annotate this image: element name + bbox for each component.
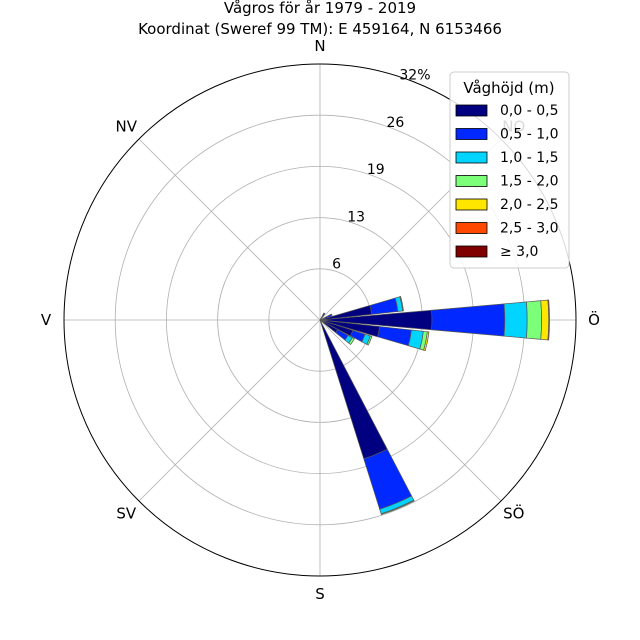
legend-swatch-0 bbox=[455, 104, 488, 117]
legend-swatch-1 bbox=[455, 128, 488, 140]
legend-label-0: 0,0 - 0,5 bbox=[500, 103, 558, 119]
direction-label-N: N bbox=[314, 37, 325, 55]
legend-swatch-3 bbox=[455, 175, 488, 187]
bar-sector-7-bin-1 bbox=[322, 312, 326, 317]
grid-spoke-5 bbox=[138, 319, 321, 502]
legend-swatch-2 bbox=[455, 151, 488, 164]
radial-tick-4: 32% bbox=[399, 67, 430, 83]
radial-tick-0: 6 bbox=[332, 257, 341, 273]
direction-label-S: S bbox=[315, 585, 325, 603]
direction-label-NV: NV bbox=[116, 117, 138, 135]
outer-circle bbox=[63, 63, 577, 577]
bar-sector-2-bin-1 bbox=[431, 303, 506, 337]
radial-tick-2: 19 bbox=[367, 162, 385, 178]
chart-title: Vågros för år 1979 - 2019 bbox=[224, 0, 416, 17]
grid-spoke-3 bbox=[319, 319, 502, 502]
direction-label-V: V bbox=[41, 311, 52, 329]
radial-tick-labels: 6 13 19 26 32% bbox=[332, 67, 430, 272]
legend-swatch-4 bbox=[455, 198, 488, 211]
bar-sector-1-bin-3 bbox=[399, 296, 404, 312]
legend-box bbox=[449, 71, 570, 269]
legend-title: Våghöjd (m) bbox=[463, 79, 554, 97]
legend-swatch-5 bbox=[455, 222, 488, 234]
bar-sector-2-bin-4 bbox=[540, 299, 550, 341]
chart-subtitle: Koordinat (Sweref 99 TM): E 459164, N 61… bbox=[138, 20, 502, 38]
legend: Våghöjd (m) 0,0 - 0,5 0,5 - 1,0 1,0 - 1,5 1… bbox=[449, 71, 570, 269]
bar-sector-2-bin-3 bbox=[526, 300, 542, 340]
legend-label-2: 1,0 - 1,5 bbox=[500, 150, 558, 166]
bar-sector-5-bin-3 bbox=[348, 337, 355, 346]
direction-label-SV: SV bbox=[116, 505, 137, 523]
bar-sector-2-bin-2 bbox=[503, 301, 528, 339]
bar-sector-2-bin-5 bbox=[547, 299, 550, 341]
radial-tick-1: 13 bbox=[347, 209, 365, 225]
grid-spoke-7 bbox=[138, 138, 321, 321]
legend-label-1: 0,5 - 1,0 bbox=[500, 127, 558, 143]
bar-sector-3-bin-4 bbox=[423, 331, 430, 352]
legend-items: 0,0 - 0,5 0,5 - 1,0 1,0 - 1,5 1,5 - 2,0 2,0 … bbox=[455, 103, 558, 260]
legend-label-3: 1,5 - 2,0 bbox=[500, 174, 558, 190]
direction-label-SÖ: SÖ bbox=[503, 504, 524, 523]
legend-label-4: 2,0 - 2,5 bbox=[500, 197, 558, 213]
bar-sector-3-bin-1 bbox=[377, 326, 412, 347]
direction-label-Ö: Ö bbox=[588, 310, 600, 329]
legend-label-6: ≥ 3,0 bbox=[500, 244, 538, 260]
legend-swatch-6 bbox=[455, 245, 488, 258]
bar-sector-4-bin-3 bbox=[366, 335, 373, 346]
bar-sector-1-bin-1 bbox=[369, 297, 399, 315]
bar-sector-6-bin-3 bbox=[380, 499, 415, 515]
rose-bars bbox=[319, 296, 550, 515]
legend-label-5: 2,5 - 3,0 bbox=[500, 221, 558, 237]
radial-tick-3: 26 bbox=[386, 115, 404, 131]
